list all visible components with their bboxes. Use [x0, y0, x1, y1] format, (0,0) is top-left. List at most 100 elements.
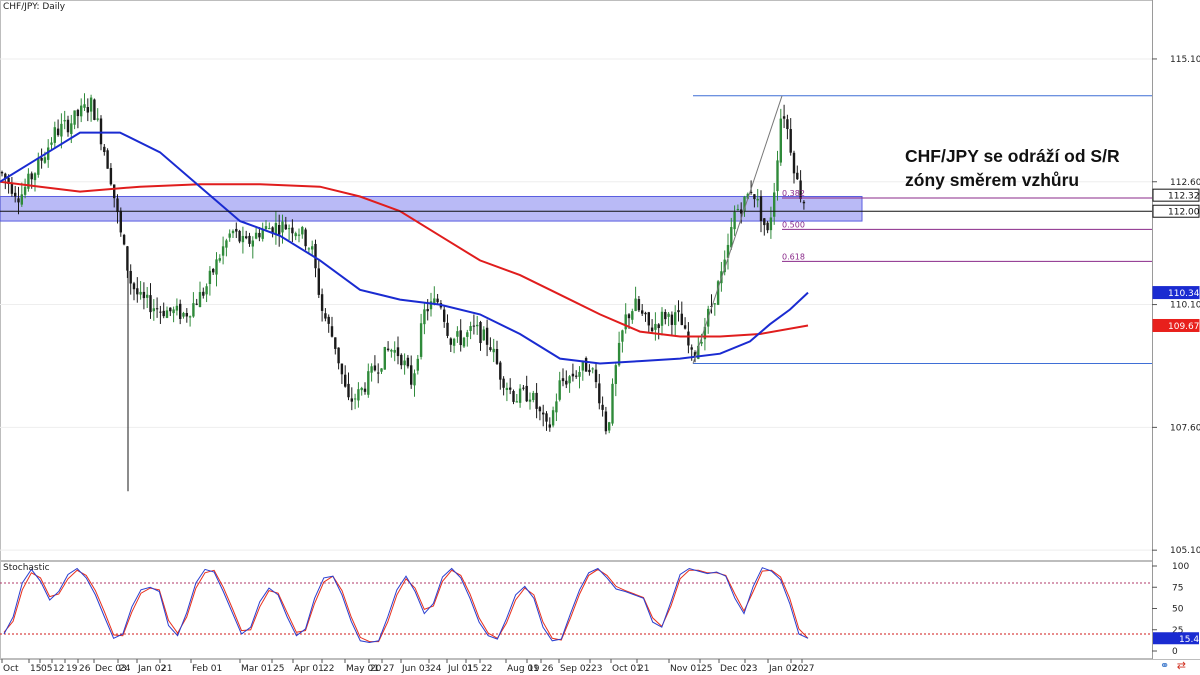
candle-body [37, 158, 40, 175]
date-tick-label: Jan 02 [768, 664, 797, 674]
candle-body [212, 269, 215, 273]
candle-body [284, 224, 287, 230]
candle-body [73, 110, 76, 125]
candle [185, 308, 188, 323]
candle [538, 405, 542, 421]
candle [393, 341, 396, 362]
date-tick-label: 12 [53, 664, 64, 674]
candle-body [205, 286, 208, 295]
candle-body [601, 404, 604, 410]
candle-body [314, 243, 317, 269]
candle-body [617, 342, 621, 366]
stochastic-tick-label: 25 [1172, 626, 1183, 636]
date-tick-label: 21 [161, 664, 172, 674]
candle-body [598, 383, 601, 404]
candle-body [756, 198, 759, 201]
candle [657, 323, 660, 340]
candle-body [179, 303, 182, 319]
candle-body [228, 233, 231, 238]
candle-body [350, 398, 353, 402]
candle [327, 314, 330, 333]
candle [462, 336, 466, 349]
candle-body [119, 210, 122, 233]
price-tag-label: 112.327 [1168, 192, 1200, 202]
candle [281, 214, 284, 244]
date-tick-label: Mar 01 [241, 664, 272, 674]
candle-body [99, 118, 103, 145]
candle [416, 354, 419, 375]
candle [743, 195, 746, 217]
candle [614, 361, 617, 397]
candle [23, 178, 27, 199]
candle-body [238, 230, 241, 242]
candle [654, 312, 657, 341]
candle [637, 296, 641, 313]
candle [344, 365, 347, 388]
candle-body [327, 316, 330, 324]
candle-body [152, 308, 155, 312]
candle [664, 309, 667, 325]
candle [763, 218, 766, 236]
candle [674, 305, 677, 337]
candle-body [93, 99, 96, 120]
candle [142, 282, 146, 310]
candle [383, 346, 386, 370]
candle [598, 373, 601, 410]
candle-body [340, 363, 344, 375]
candle [489, 337, 492, 352]
date-tick-label: 19 [66, 664, 78, 674]
candle-body [730, 227, 733, 248]
moving-average-blue [0, 131, 809, 365]
candle [466, 329, 469, 347]
candle [241, 226, 245, 254]
candle [205, 283, 208, 303]
flip-icon[interactable]: ⇄ [1176, 659, 1186, 672]
candle [433, 286, 436, 306]
candle [515, 393, 518, 403]
candle [96, 108, 99, 122]
candle-body [215, 259, 218, 275]
candle [37, 152, 40, 178]
candle [228, 229, 231, 242]
link-icon[interactable]: ⚭ [1160, 659, 1170, 672]
candle-body [7, 177, 10, 185]
candle [347, 372, 350, 401]
candle-body [664, 312, 667, 320]
candle [792, 150, 796, 184]
candle [195, 298, 198, 306]
date-tick-label: Feb 01 [192, 664, 222, 674]
candle-body [631, 311, 634, 320]
candle [591, 367, 594, 374]
candle [126, 245, 129, 278]
candle [512, 389, 515, 405]
candle [687, 322, 690, 354]
candle-body [763, 218, 766, 226]
candle-body [297, 234, 301, 236]
candle [601, 396, 604, 417]
candle-body [43, 157, 47, 163]
date-tick-label: 22 [323, 664, 334, 674]
candle [274, 211, 278, 245]
candle [522, 384, 525, 391]
candle-body [274, 223, 278, 235]
candle-body [753, 194, 756, 200]
candle [449, 337, 452, 353]
candle-body [80, 105, 83, 117]
candle [713, 303, 716, 316]
candle [284, 216, 287, 231]
fib-trend-line [692, 95, 783, 364]
candle-body [344, 374, 347, 387]
candle [789, 118, 792, 156]
candle [80, 98, 83, 123]
date-tick-label: 22 [481, 664, 492, 674]
candle [357, 382, 360, 408]
candle [317, 258, 320, 299]
candle [429, 292, 433, 317]
candle-body [723, 259, 726, 273]
candle [528, 392, 532, 410]
candle-body [436, 298, 439, 303]
candle-body [142, 291, 146, 299]
candle [568, 375, 571, 393]
candle-body [169, 307, 172, 312]
candle [109, 163, 113, 186]
